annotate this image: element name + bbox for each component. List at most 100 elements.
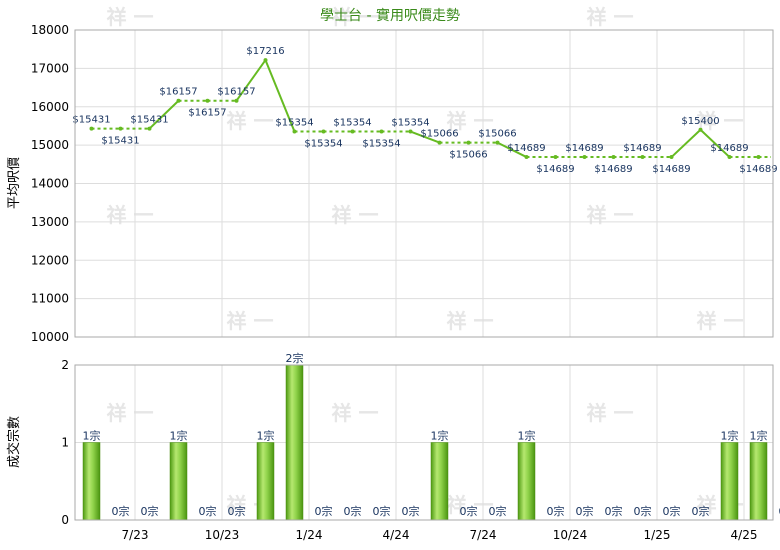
x-tick-label: 7/24 [470, 528, 497, 542]
watermark-text: 祥 一 [447, 309, 494, 333]
chart-title: 學士台 - 實用呎價走勢 [320, 7, 460, 24]
x-tick-label: 1/24 [296, 528, 323, 542]
price-point-label: $17216 [246, 46, 284, 57]
count-bar-label: 0宗 [373, 504, 391, 518]
watermark-text: 祥 一 [447, 493, 494, 517]
price-y-tick-label: 15000 [31, 138, 69, 152]
price-point [350, 129, 355, 134]
price-line-segment [497, 141, 527, 158]
price-point-label: $14689 [623, 143, 661, 154]
price-point [176, 98, 181, 103]
x-tick-label: 4/25 [731, 528, 758, 542]
price-point-label: $15354 [304, 139, 342, 150]
price-point-label: $14689 [594, 164, 632, 175]
x-tick-label: 4/24 [383, 528, 410, 542]
count-bar-label: 0宗 [605, 504, 623, 518]
watermark-text: 祥 一 [107, 203, 154, 227]
count-bar-label: 0宗 [634, 504, 652, 518]
price-point [466, 140, 471, 145]
price-line-segment [410, 130, 440, 144]
watermark-text: 祥 一 [107, 5, 154, 29]
count-bar-label: 1宗 [721, 429, 739, 443]
price-point [292, 129, 297, 134]
price-point [495, 140, 500, 145]
count-bar-label: 1宗 [83, 429, 101, 443]
price-point-label: $15066 [420, 129, 458, 140]
price-point [147, 126, 152, 131]
count-chart-frame [74, 364, 774, 521]
count-bar-label: 0宗 [199, 504, 217, 518]
price-y-tick-label: 12000 [31, 253, 69, 267]
count-bar-label: 2宗 [286, 351, 304, 365]
price-point [321, 129, 326, 134]
price-point-label: $14689 [565, 143, 603, 154]
price-point [553, 155, 558, 160]
watermark-text: 祥 一 [697, 309, 744, 333]
price-point [582, 155, 587, 160]
price-line-segment [148, 100, 180, 130]
x-tick-label: 1/25 [644, 528, 671, 542]
price-point-label: $15431 [101, 136, 139, 147]
count-bar-label: 0宗 [692, 504, 710, 518]
price-point-label: $16157 [159, 87, 197, 98]
watermark-text: 祥 一 [587, 5, 634, 29]
price-point [379, 129, 384, 134]
watermark-text: 祥 一 [447, 109, 494, 133]
count-bar [749, 442, 768, 521]
x-ticks: 7/23 10/23 1/24 4/24 7/24 10/24 1/25 4/25 [122, 528, 758, 542]
count-y-tick-label: 1 [61, 436, 69, 450]
watermark-text: 祥 一 [332, 5, 379, 29]
price-point-label: $15066 [449, 150, 487, 161]
price-point [408, 129, 413, 134]
price-point [118, 126, 123, 131]
watermark-text: 祥 一 [332, 401, 379, 425]
count-bar [285, 364, 304, 521]
price-point-label: $14689 [507, 143, 545, 154]
price-point [524, 155, 529, 160]
price-point-label: $15354 [333, 118, 371, 129]
watermark-text: 祥 一 [227, 309, 274, 333]
price-chart-frame [74, 29, 774, 338]
count-y-ticks: 0 1 2 [61, 358, 69, 527]
price-y-tick-label: 11000 [31, 292, 69, 306]
price-point [611, 155, 616, 160]
price-y-ticks: 10000 11000 12000 13000 14000 15000 16000 17000… [31, 23, 69, 344]
price-point-label: $15066 [478, 129, 516, 140]
price-point [263, 58, 268, 63]
count-bar-label: 0宗 [489, 504, 507, 518]
watermark-text: 祥 一 [332, 203, 379, 227]
x-tick-label: 10/23 [205, 528, 240, 542]
count-bar-label: 0宗 [315, 504, 333, 518]
price-point [234, 98, 239, 103]
price-point-label: $15354 [275, 118, 313, 129]
price-line-segment [670, 129, 702, 158]
price-y-tick-label: 18000 [31, 23, 69, 37]
price-point-label: $15431 [130, 115, 168, 126]
price-point-label: $14689 [652, 164, 690, 175]
count-bar [82, 442, 101, 521]
price-y-tick-label: 17000 [31, 61, 69, 75]
count-bar-label: 0宗 [112, 504, 130, 518]
count-bar [720, 442, 739, 521]
price-y-tick-label: 10000 [31, 330, 69, 344]
price-point [640, 155, 645, 160]
price-point-label: $14689 [710, 143, 748, 154]
price-point [437, 140, 442, 145]
price-point-label: $16157 [188, 108, 226, 119]
price-line: $15431 $15431 $15431 $16157 $16157 $16157 $172… [72, 46, 777, 175]
price-y-tick-label: 16000 [31, 100, 69, 114]
count-bars: 1宗 0宗 0宗 1宗 0宗 0宗 1宗 2宗 0宗 0宗 0宗 0宗 1宗 0宗 0宗 1宗 0宗 0宗 0宗 0宗… [82, 351, 780, 521]
watermark-text: 祥 一 [697, 109, 744, 133]
count-bar-label: 0宗 [460, 504, 478, 518]
watermark-text: 祥 一 [107, 401, 154, 425]
price-chart-grid [75, 29, 773, 338]
price-point [698, 127, 703, 132]
count-bar [517, 442, 536, 521]
count-bar-label: 1宗 [257, 429, 275, 443]
price-point [756, 155, 761, 160]
price-point-label: $15354 [362, 139, 400, 150]
price-point-label: $16157 [217, 87, 255, 98]
count-bar-label: 0宗 [141, 504, 159, 518]
count-bar-label: 0宗 [344, 504, 362, 518]
price-axis-label: 平均呎價 [7, 157, 22, 209]
